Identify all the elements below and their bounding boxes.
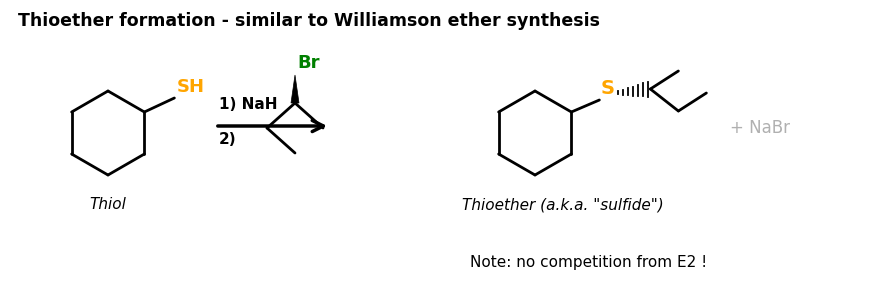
Text: SH: SH bbox=[176, 78, 205, 96]
Text: 2): 2) bbox=[219, 132, 237, 147]
Text: + NaBr: + NaBr bbox=[730, 119, 790, 137]
Text: Thiol: Thiol bbox=[89, 197, 127, 212]
Text: Thioether (a.k.a. "sulfide"): Thioether (a.k.a. "sulfide") bbox=[462, 197, 664, 212]
Text: Br: Br bbox=[297, 54, 320, 72]
Text: Thioether formation - similar to Williamson ether synthesis: Thioether formation - similar to William… bbox=[18, 12, 600, 30]
Polygon shape bbox=[291, 75, 299, 103]
Text: S: S bbox=[601, 79, 614, 98]
Text: Note: no competition from E2 !: Note: no competition from E2 ! bbox=[470, 256, 707, 270]
Text: 1) NaH: 1) NaH bbox=[219, 97, 277, 112]
